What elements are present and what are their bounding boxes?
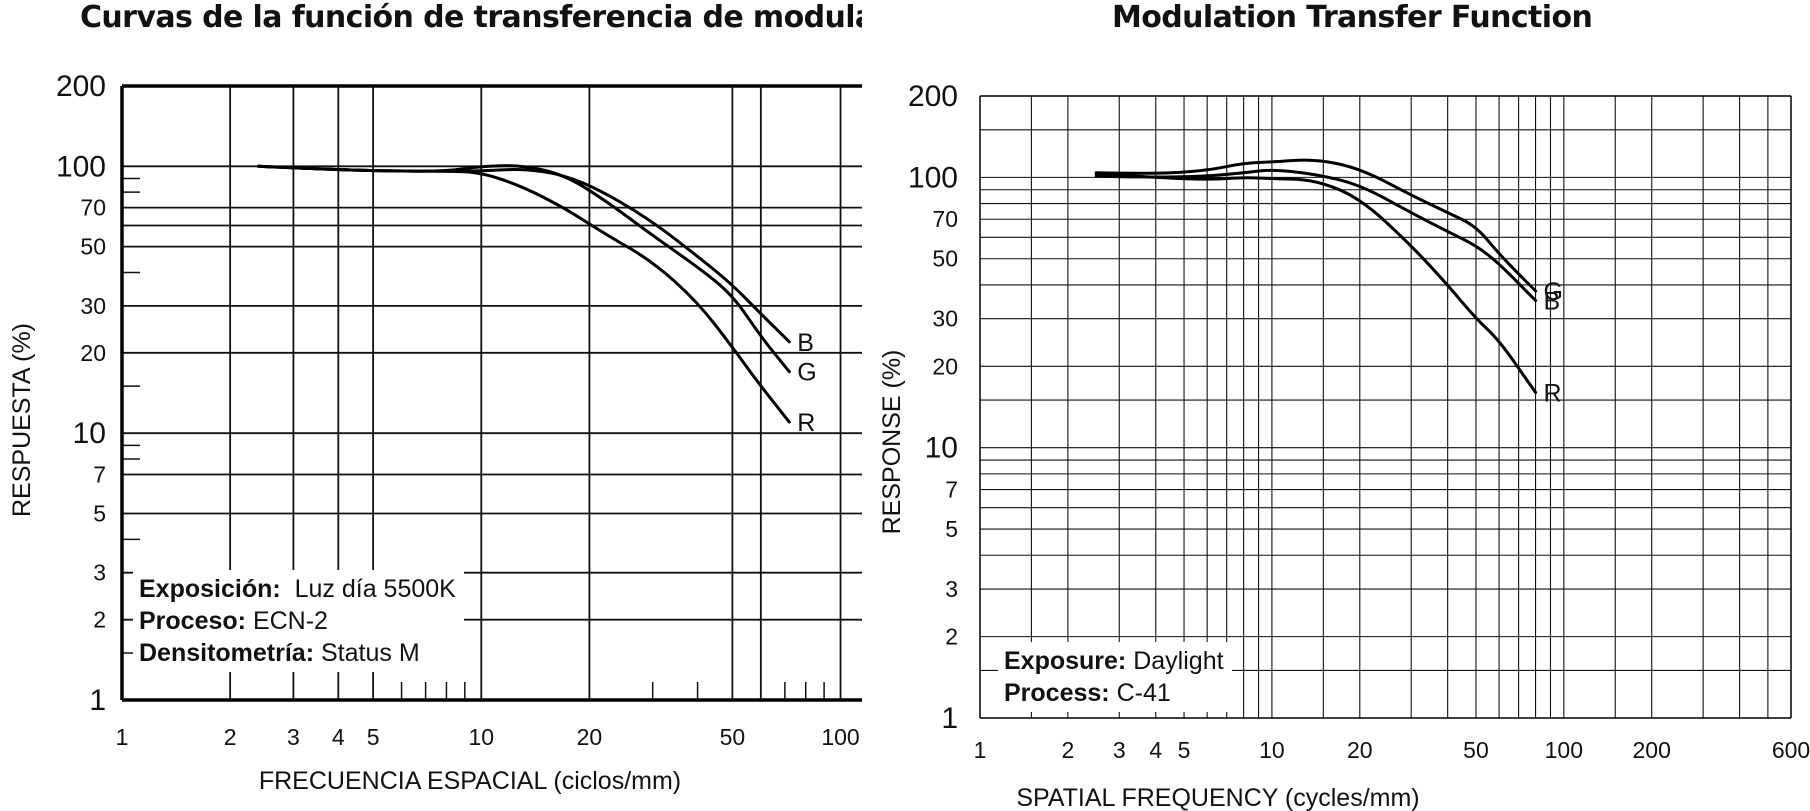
y-tick-label: 7 — [93, 461, 106, 487]
x-tick-label: 200 — [1633, 737, 1671, 763]
y-tick-label: 2 — [93, 607, 106, 633]
y-tick-label: 30 — [80, 293, 106, 319]
x-tick-label: 4 — [332, 724, 345, 750]
y-tick-label: 20 — [932, 353, 958, 379]
x-tick-label: 1 — [974, 737, 987, 763]
exposure-value: Daylight — [1133, 647, 1224, 675]
exposure-value: Luz día 5500K — [294, 575, 456, 603]
x-tick-label: 20 — [1347, 737, 1373, 763]
y-tick-label: 30 — [932, 306, 958, 332]
series-label-b: B — [797, 329, 814, 357]
exposure-line: Exposure: Daylight — [1004, 645, 1224, 677]
x-tick-label: 5 — [367, 724, 380, 750]
series-line-r — [1094, 172, 1538, 394]
exposure-label: Exposure: — [1004, 647, 1127, 675]
x-tick-label: 2 — [1061, 737, 1074, 763]
y-axis-title: RESPONSE (%) — [878, 350, 906, 535]
y-tick-label: 3 — [93, 560, 106, 586]
process-label: Process: — [1004, 679, 1110, 707]
y-tick-label: 1 — [89, 684, 106, 717]
y-tick-label: 3 — [945, 576, 958, 602]
x-tick-label: 5 — [1178, 737, 1191, 763]
y-tick-label: 50 — [932, 246, 958, 272]
y-tick-label: 10 — [73, 417, 106, 450]
process-label: Proceso: — [139, 607, 246, 635]
series-line-g — [1094, 158, 1538, 293]
process-line: Proceso: ECN-2 — [139, 605, 456, 637]
y-tick-label: 70 — [932, 206, 958, 232]
y-tick-label: 5 — [93, 500, 106, 526]
chart-panel-spanish: Curvas de la función de transferencia de… — [0, 0, 862, 811]
y-tick-label: 100 — [908, 161, 958, 194]
series-label-r: R — [1544, 380, 1562, 408]
series-label-g: G — [797, 359, 816, 387]
chart-title: Curvas de la función de transferencia de… — [80, 0, 862, 35]
x-axis-title: SPATIAL FREQUENCY (cycles/mm) — [1016, 784, 1419, 811]
conditions-legend: Exposición: Luz día 5500K Proceso: ECN-2… — [133, 570, 464, 672]
series-label-r: R — [797, 409, 815, 437]
conditions-legend: Exposure: Daylight Process: C-41 — [998, 642, 1232, 712]
y-axis-title: RESPUESTA (%) — [8, 323, 36, 517]
mtf-chart-spanish: 12357102030507010020012345102050100200FR… — [8, 70, 862, 795]
x-tick-label: 50 — [1463, 737, 1489, 763]
series-line-r — [257, 164, 791, 424]
y-tick-label: 2 — [945, 624, 958, 650]
process-value: C-41 — [1116, 679, 1171, 707]
y-tick-label: 200 — [908, 80, 958, 113]
chart-panel-english: Modulation Transfer Function 1 2 3 5 7 10 20 30… — [862, 0, 1810, 811]
y-tick-label: 50 — [80, 234, 106, 260]
x-tick-label: 3 — [1113, 737, 1126, 763]
y-tick-label: 20 — [80, 340, 106, 366]
process-value: ECN-2 — [252, 607, 328, 635]
y-tick-label: 200 — [56, 70, 106, 103]
x-axis-title: FRECUENCIA ESPACIAL (ciclos/mm) — [259, 767, 681, 795]
series-line-b — [1094, 168, 1538, 303]
series-label-g: G — [1544, 278, 1563, 306]
densitometry-value: Status M — [321, 639, 420, 667]
series-label-b: B — [1544, 288, 1561, 316]
y-tick-label: 5 — [945, 516, 958, 542]
y-tick-label: 7 — [945, 477, 958, 503]
x-tick-label: 10 — [1259, 737, 1285, 763]
exposure-line: Exposición: Luz día 5500K — [139, 573, 456, 605]
x-tick-label: 2 — [224, 724, 237, 750]
y-tick-label: 100 — [56, 150, 106, 183]
y-tick-label: 1 — [941, 702, 958, 735]
x-tick-label: 10 — [468, 724, 494, 750]
x-tick-label: 4 — [1149, 737, 1162, 763]
x-tick-label: 100 — [1545, 737, 1583, 763]
densitometry-line: Densitometría: Status M — [139, 637, 456, 669]
densitometry-label: Densitometría: — [139, 639, 315, 667]
x-tick-label: 50 — [720, 724, 746, 750]
x-tick-label: 100 — [821, 724, 859, 750]
exposure-label: Exposición: — [139, 575, 281, 603]
x-tick-label: 600 — [1772, 737, 1810, 763]
x-tick-label: 1 — [116, 724, 129, 750]
process-line: Process: C-41 — [1004, 677, 1224, 709]
chart-title: Modulation Transfer Function — [1112, 0, 1593, 35]
x-tick-label: 3 — [287, 724, 300, 750]
x-tick-label: 20 — [577, 724, 603, 750]
y-tick-label: 70 — [80, 195, 106, 221]
y-tick-label: 10 — [925, 432, 958, 465]
